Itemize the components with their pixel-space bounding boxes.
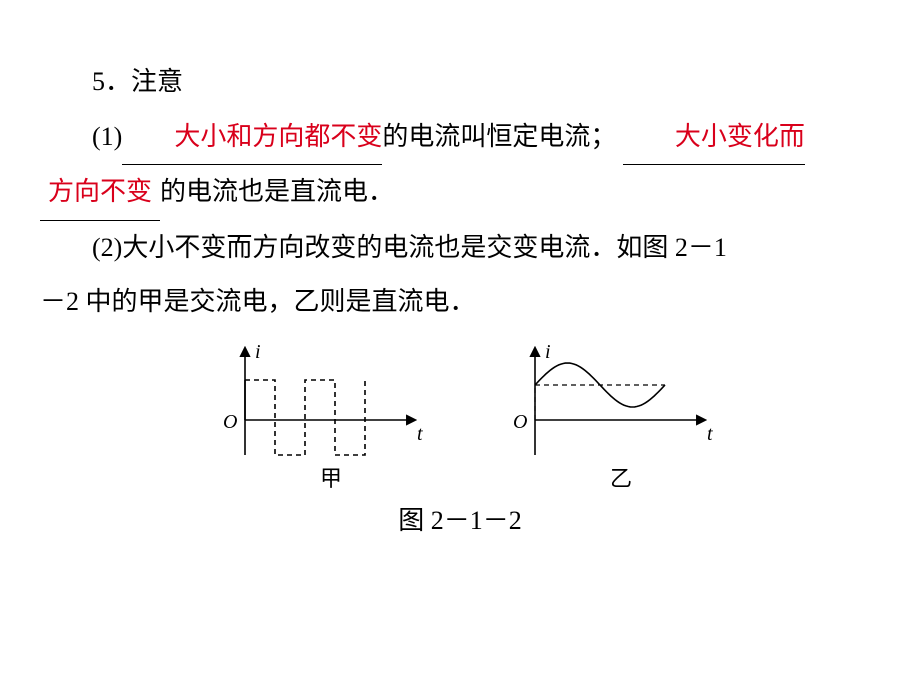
- item1-line2: 方向不变的电流也是直流电．: [40, 165, 880, 221]
- item2-line2: －2 中的甲是交流电，乙则是直流电．: [40, 275, 880, 330]
- chart-yi: i t O 乙: [490, 340, 720, 490]
- blank-2: 大小变化而: [623, 110, 805, 166]
- svg-text:i: i: [255, 341, 261, 363]
- svg-text:O: O: [513, 411, 527, 433]
- page: 5．注意 (1) 大小和方向都不变的电流叫恒定电流； 大小变化而 方向不变的电流也…: [0, 0, 920, 569]
- heading-text: 注意: [131, 67, 183, 96]
- item1-line1: (1) 大小和方向都不变的电流叫恒定电流； 大小变化而: [40, 110, 880, 166]
- item1-tail: 的电流也是直流电．: [160, 177, 394, 206]
- blank-3-fill: 方向不变: [48, 177, 152, 206]
- svg-text:t: t: [707, 423, 713, 445]
- heading-number: 5．: [92, 67, 131, 96]
- svg-text:i: i: [545, 341, 551, 363]
- chart-yi-wrap: i t O 乙: [490, 340, 720, 490]
- figure-caption: 图 2－1－2: [40, 494, 880, 549]
- item2-label: (2): [92, 233, 122, 262]
- svg-text:乙: 乙: [610, 466, 632, 490]
- svg-text:O: O: [223, 411, 237, 433]
- figure-row: i t O 甲 i t O 乙: [40, 340, 880, 490]
- chart-jia-wrap: i t O 甲: [200, 340, 430, 490]
- blank-1: 大小和方向都不变: [122, 110, 382, 166]
- item1-mid-a: 的电流叫恒定电流；: [382, 122, 616, 151]
- item1-label: (1): [92, 122, 122, 151]
- heading-line: 5．注意: [40, 55, 880, 110]
- blank-3: 方向不变: [40, 165, 160, 221]
- item2-line1: (2)大小不变而方向改变的电流也是交变电流．如图 2－1: [40, 221, 880, 276]
- svg-text:t: t: [417, 423, 423, 445]
- item2-text-a: 大小不变而方向改变的电流也是交变电流．如图 2－1: [122, 233, 727, 262]
- blank-1-fill: 大小和方向都不变: [174, 122, 382, 151]
- chart-jia: i t O 甲: [200, 340, 430, 490]
- blank-2-fill: 大小变化而: [675, 122, 805, 151]
- svg-text:甲: 甲: [320, 466, 342, 490]
- item2-text-b: －2 中的甲是交流电，乙则是直流电．: [40, 287, 476, 316]
